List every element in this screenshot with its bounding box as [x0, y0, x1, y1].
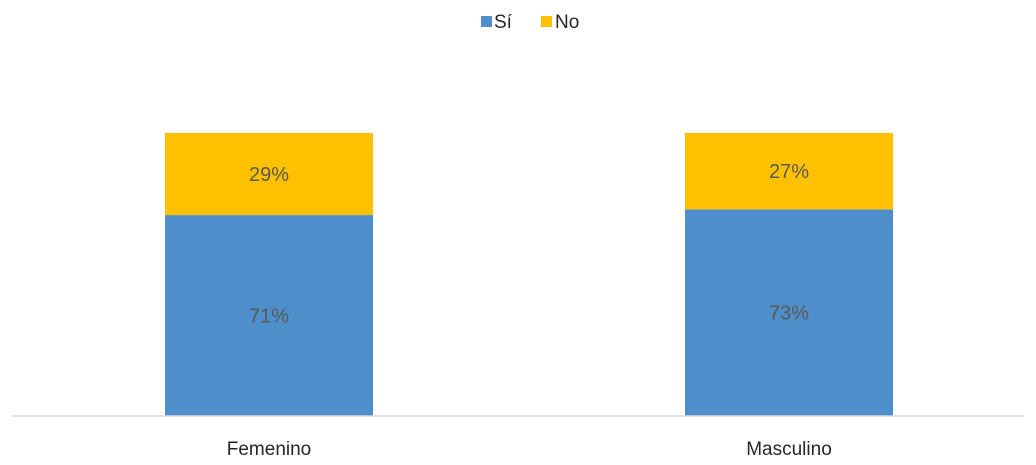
category-label: Femenino [227, 439, 312, 460]
legend-swatch [541, 16, 552, 27]
data-label: 29% [249, 164, 289, 186]
legend-swatch [481, 16, 492, 27]
legend-label: Sí [494, 12, 513, 33]
category-labels-group: Femenino Masculino [227, 439, 832, 460]
bars-group [165, 133, 893, 416]
bar-s-femenino [165, 215, 373, 416]
bar-no-femenino [165, 133, 373, 216]
data-label: 27% [769, 161, 809, 183]
data-label: 71% [249, 306, 289, 328]
data-labels-group: 71% 29% 73% 27% [249, 161, 809, 327]
bar-no-masculino [685, 133, 893, 210]
data-label: 73% [769, 303, 809, 325]
category-label: Masculino [746, 439, 832, 460]
legend: Sí No [481, 12, 579, 33]
bar-s-masculino [685, 209, 893, 416]
legend-label: No [555, 12, 579, 33]
